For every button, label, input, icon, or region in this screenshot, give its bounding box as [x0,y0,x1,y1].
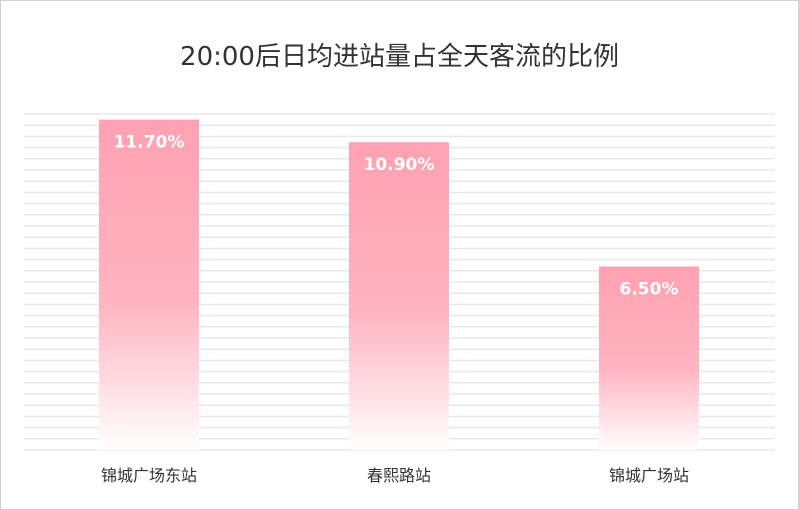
value-labels: 11.70% 10.90% 6.50% [114,133,679,300]
category-label-3: 锦城广场站 [609,466,689,485]
value-label-2: 10.90% [364,155,435,175]
category-label-2: 春熙路站 [367,466,431,485]
bar-2 [349,142,449,450]
bar-1 [99,119,199,450]
category-label-1: 锦城广场东站 [101,466,197,485]
bars [99,119,699,450]
value-label-3: 6.50% [620,280,679,300]
chart-title: 20:00后日均进站量占全天客流的比例 [180,42,619,72]
category-labels: 锦城广场东站 春熙路站 锦城广场站 [101,466,689,485]
bar-3 [599,266,699,450]
value-label-1: 11.70% [114,133,185,153]
